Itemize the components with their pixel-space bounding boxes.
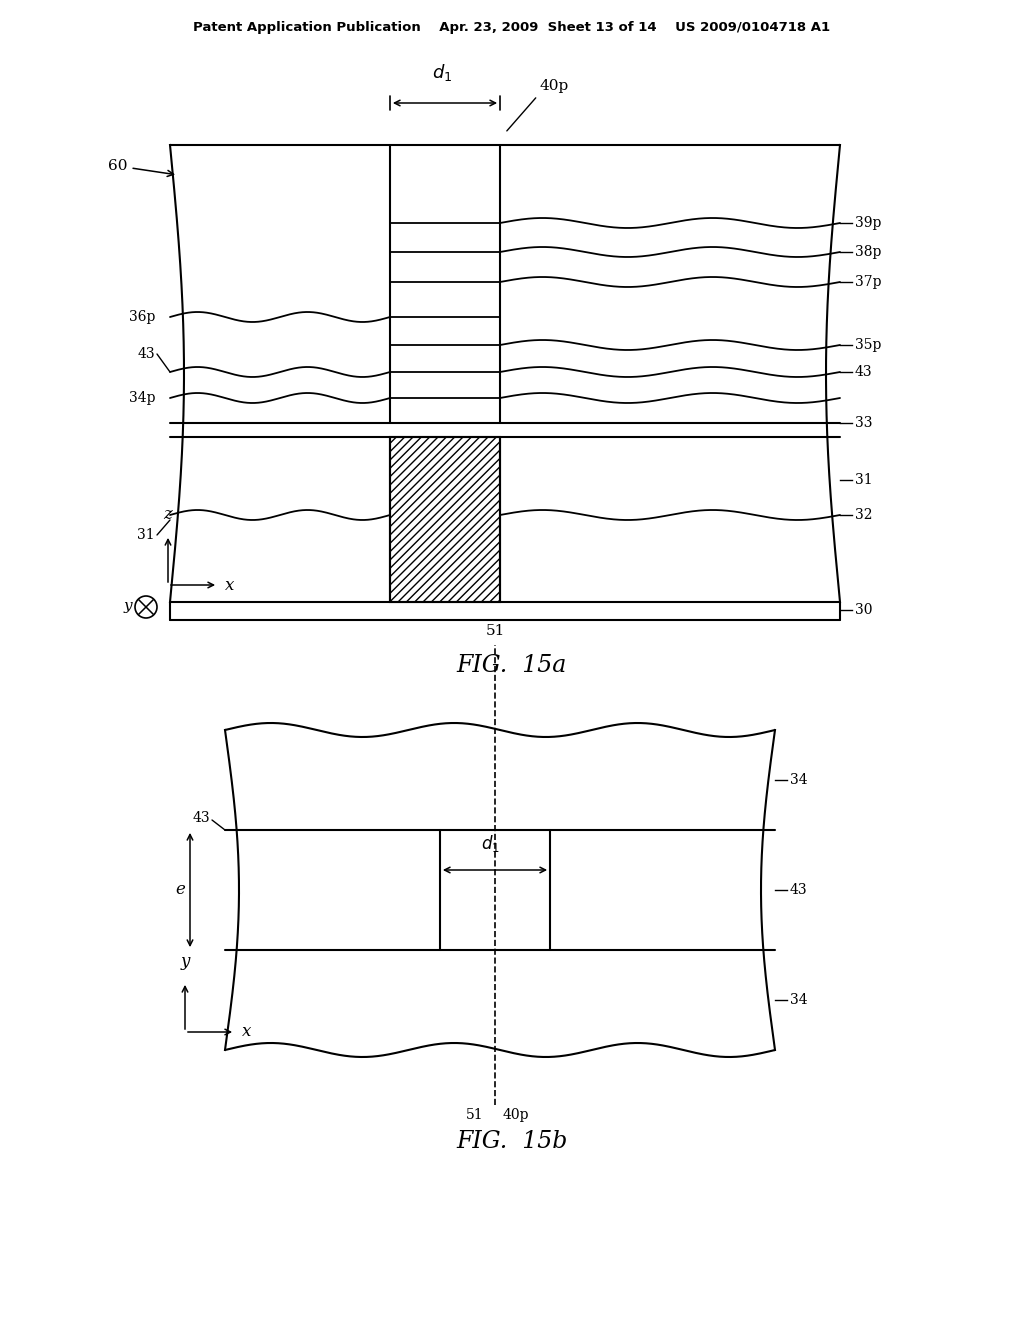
- Text: 34: 34: [790, 993, 808, 1007]
- Text: x: x: [242, 1023, 251, 1040]
- Text: e: e: [175, 882, 185, 899]
- Text: y: y: [180, 953, 189, 970]
- Text: 51: 51: [466, 1107, 483, 1122]
- Text: 51: 51: [485, 624, 505, 638]
- Text: x: x: [225, 577, 234, 594]
- Text: y: y: [123, 599, 132, 612]
- Text: $d_1$: $d_1$: [480, 833, 500, 854]
- Text: 43: 43: [855, 366, 872, 379]
- Text: 39p: 39p: [855, 216, 882, 230]
- Text: 36p: 36p: [129, 310, 155, 323]
- Text: Patent Application Publication    Apr. 23, 2009  Sheet 13 of 14    US 2009/01047: Patent Application Publication Apr. 23, …: [194, 21, 830, 34]
- Text: 31: 31: [855, 473, 872, 487]
- Text: 40p: 40p: [507, 79, 569, 131]
- Text: 31: 31: [137, 528, 155, 543]
- Text: 60: 60: [108, 158, 173, 177]
- Text: $d_1$: $d_1$: [432, 62, 453, 83]
- Text: 37p: 37p: [855, 275, 882, 289]
- Text: FIG.  15a: FIG. 15a: [457, 653, 567, 676]
- Text: 33: 33: [855, 416, 872, 430]
- Text: 43: 43: [790, 883, 808, 898]
- Text: 34: 34: [790, 774, 808, 787]
- Text: 35p: 35p: [855, 338, 882, 352]
- Text: FIG.  15b: FIG. 15b: [457, 1130, 567, 1154]
- Text: 43: 43: [137, 347, 155, 360]
- Text: z: z: [164, 506, 172, 523]
- Text: 38p: 38p: [855, 246, 882, 259]
- Text: 30: 30: [855, 603, 872, 616]
- Text: 43: 43: [193, 810, 210, 825]
- Bar: [390, 437, 500, 602]
- Text: 32: 32: [855, 508, 872, 521]
- Text: 34p: 34p: [128, 391, 155, 405]
- Text: 40p: 40p: [503, 1107, 529, 1122]
